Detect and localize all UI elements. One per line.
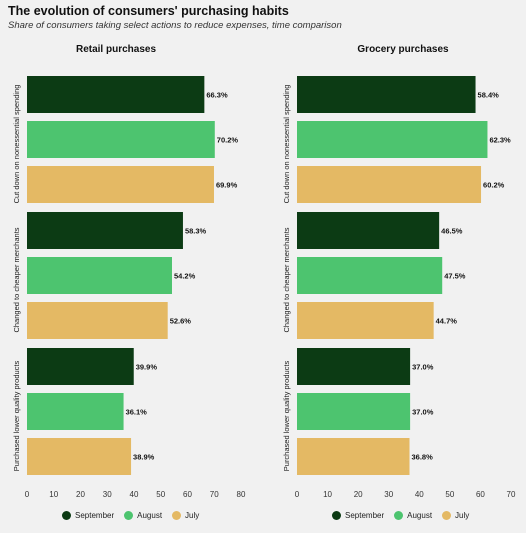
bar-august: [27, 121, 215, 158]
category-label: Cut down on nonessential spending: [282, 85, 291, 204]
value-label: 69.9%: [216, 181, 238, 190]
chart-title: The evolution of consumers' purchasing h…: [8, 4, 289, 18]
legend-item-september: September: [332, 511, 384, 520]
x-tick-label: 0: [295, 490, 300, 499]
value-label: 36.1%: [126, 408, 148, 417]
bar-september: [297, 76, 476, 113]
legend-label: July: [455, 511, 470, 520]
legend-item-august: August: [394, 511, 432, 520]
bar-july: [27, 438, 132, 475]
bar-july: [297, 302, 434, 339]
x-tick-label: 30: [384, 490, 393, 499]
x-tick-label: 60: [183, 490, 192, 499]
bar-july: [27, 166, 214, 203]
category-label: Changed to cheaper merchants: [282, 227, 291, 332]
value-label: 70.2%: [217, 136, 239, 145]
x-tick-label: 40: [130, 490, 139, 499]
value-label: 60.2%: [483, 181, 505, 190]
x-tick-label: 50: [156, 490, 165, 499]
bar-july: [297, 166, 482, 203]
bar-august: [297, 121, 488, 158]
panel-0: Retail purchases 0 10 20 30 40 50 60 70 80 Cut dow…: [12, 44, 246, 499]
legend-item-august: August: [124, 511, 162, 520]
value-label: 36.8%: [412, 453, 434, 462]
x-tick-label: 70: [507, 490, 516, 499]
category-label: Changed to cheaper merchants: [12, 227, 21, 332]
value-label: 52.6%: [170, 317, 192, 326]
panel-1: Grocery purchases 0 10 20 30 40 50 60 70 Cut down…: [282, 44, 516, 499]
legend-swatch: [172, 511, 182, 520]
value-label: 54.2%: [174, 272, 196, 281]
bar-august: [297, 257, 443, 294]
legend-label: September: [75, 511, 115, 520]
x-tick-label: 60: [476, 490, 485, 499]
legend-label: July: [185, 511, 200, 520]
panel-title: Grocery purchases: [357, 44, 449, 55]
legend-swatch: [394, 511, 404, 520]
bar-september: [27, 212, 183, 249]
legend-label: August: [137, 511, 163, 520]
x-tick-label: 80: [237, 490, 246, 499]
value-label: 46.5%: [441, 227, 463, 236]
value-label: 39.9%: [136, 363, 158, 372]
x-tick-label: 0: [25, 490, 30, 499]
bar-august: [297, 393, 411, 430]
bar-september: [297, 348, 411, 385]
x-tick-label: 30: [103, 490, 112, 499]
value-label: 37.0%: [412, 408, 434, 417]
value-label: 66.3%: [206, 91, 228, 100]
value-label: 62.3%: [489, 136, 511, 145]
x-tick-label: 10: [49, 490, 58, 499]
value-label: 47.5%: [444, 272, 466, 281]
x-tick-label: 10: [323, 490, 332, 499]
legend-retail: September August July: [62, 511, 209, 520]
legend-swatch: [442, 511, 452, 520]
bar-august: [27, 393, 124, 430]
chart-subtitle: Share of consumers taking select actions…: [8, 20, 342, 31]
bar-september: [297, 212, 440, 249]
value-label: 38.9%: [133, 453, 155, 462]
category-label: Purchased lower quality products: [282, 361, 291, 472]
bar-september: [27, 348, 134, 385]
category-label: Purchased lower quality products: [12, 361, 21, 472]
legend-swatch: [332, 511, 341, 520]
value-label: 58.3%: [185, 227, 207, 236]
value-label: 44.7%: [436, 317, 458, 326]
legend-grocery: September August July: [332, 511, 479, 520]
legend-item-july: July: [442, 511, 469, 520]
bar-july: [27, 302, 168, 339]
legend-item-september: September: [62, 511, 114, 520]
x-tick-label: 50: [445, 490, 454, 499]
x-tick-label: 40: [415, 490, 424, 499]
legend-swatch: [124, 511, 134, 520]
panel-title: Retail purchases: [76, 44, 156, 55]
legend-label: August: [407, 511, 433, 520]
value-label: 58.4%: [478, 91, 500, 100]
category-label: Cut down on nonessential spending: [12, 85, 21, 204]
legend-item-july: July: [172, 511, 199, 520]
x-tick-label: 20: [354, 490, 363, 499]
bar-july: [297, 438, 410, 475]
x-tick-label: 20: [76, 490, 85, 499]
bar-august: [27, 257, 172, 294]
bar-september: [27, 76, 205, 113]
legend-swatch: [62, 511, 71, 520]
x-tick-label: 70: [210, 490, 219, 499]
legend-label: September: [345, 511, 385, 520]
value-label: 37.0%: [412, 363, 434, 372]
